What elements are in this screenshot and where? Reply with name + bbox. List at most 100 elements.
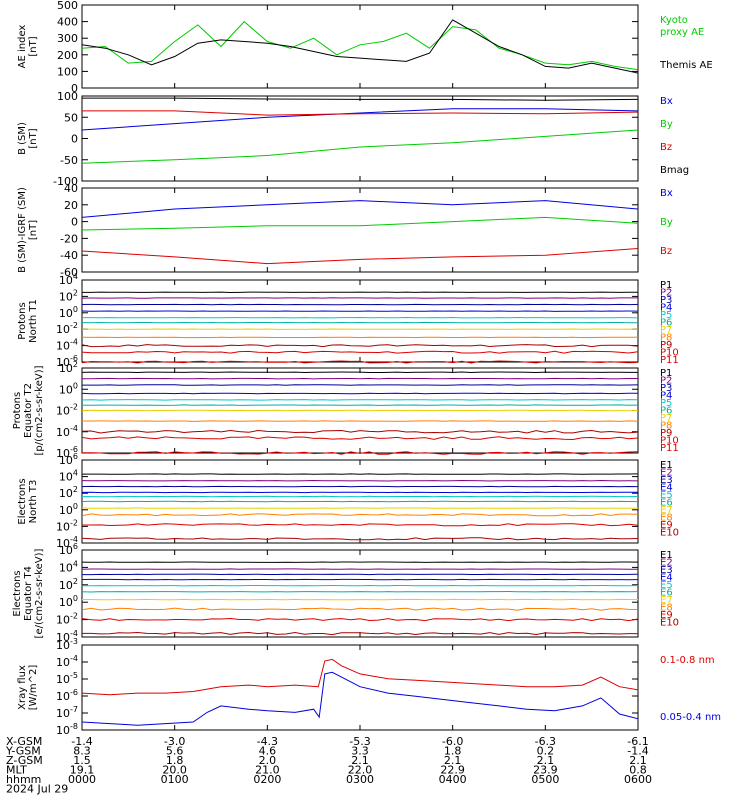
series-line: [81, 20, 639, 71]
footer-value: 0300: [346, 773, 374, 786]
footer-value: 0.8: [629, 764, 647, 777]
series-line: [82, 110, 639, 116]
y-tick-label: 10-4: [56, 654, 78, 669]
series-line: [81, 19, 639, 74]
legend-label: P2: [660, 288, 672, 299]
series-line: [82, 523, 639, 527]
y-tick-label: 10-7: [56, 705, 78, 720]
legend-label: Bx: [660, 188, 673, 199]
footer-value: 2.0: [259, 754, 277, 767]
legend-label: P10: [660, 348, 679, 359]
legend-label: P11: [660, 443, 679, 454]
y-tick-label: 50: [64, 111, 78, 124]
footer-value: 8.3: [73, 745, 91, 758]
footer-row-label: Z-GSM: [6, 754, 43, 767]
footer-value: 20.0: [162, 764, 187, 777]
series-line: [81, 344, 639, 348]
series-line: [81, 607, 639, 611]
series-line: [81, 371, 638, 374]
legend-label: Bx: [660, 96, 673, 107]
series-line: [81, 377, 638, 380]
y-tick-label: 40: [64, 182, 78, 195]
y-tick-label: 0: [71, 82, 78, 95]
axis-label: [p/(cm2-s-sr-keV)]: [34, 365, 45, 455]
y-tick-label: -60: [60, 266, 78, 279]
y-tick-label: 100: [59, 381, 78, 396]
axis-label: Equator T2: [23, 383, 34, 438]
legend-label: P9: [660, 428, 672, 439]
footer-value: -6.0: [442, 735, 463, 748]
y-tick-label: 100: [57, 90, 78, 103]
footer-value: -1.4: [627, 745, 648, 758]
legend-label: P5: [660, 398, 672, 409]
legend-label: P3: [660, 295, 672, 306]
y-tick-label: 20: [64, 199, 78, 212]
y-tick-label: 10-4: [56, 338, 78, 353]
legend-label: P8: [660, 333, 672, 344]
legend-label: E9: [660, 610, 673, 621]
footer-value: -3.0: [164, 735, 185, 748]
footer-value: -4.3: [257, 735, 278, 748]
legend-label: Kyoto proxy AE: [660, 15, 704, 38]
footer-value: 1.8: [166, 754, 184, 767]
panel-ae: 0 100 200 300 400 500 AE index [nT] Kyoto proxy A…: [17, 0, 713, 95]
legend-label: E4: [660, 573, 673, 584]
series-line: [81, 479, 639, 482]
legend-label: E4: [660, 483, 673, 494]
legend-label: E6: [660, 588, 673, 599]
legend-label: By: [660, 119, 673, 130]
axis-label: Electrons: [17, 478, 28, 524]
legend-label: Bz: [660, 246, 672, 257]
footer-value: 1.5: [73, 754, 91, 767]
legend-label: E1: [660, 550, 673, 561]
legend-label: P5: [660, 310, 672, 321]
plot-frame: [81, 4, 639, 89]
series-line: [81, 108, 639, 131]
y-tick-label: 10-2: [56, 403, 78, 418]
legend-label: 0.05-0.4 nm: [660, 712, 721, 723]
panel-xray: 10-8 10-7 10-6 10-5 10-4 10-3 Xray flux [W/m^2]…: [17, 637, 721, 737]
legend-label: P7: [660, 325, 672, 336]
y-tick-label: 102: [59, 577, 78, 592]
y-tick-label: 10-8: [56, 722, 78, 737]
y-tick-label: 102: [59, 360, 78, 375]
footer-value: 0100: [161, 773, 189, 786]
legend-label: E7: [660, 505, 673, 516]
series-line: [81, 429, 639, 434]
y-tick-label: 10-3: [56, 637, 78, 652]
series-line: [81, 360, 639, 364]
y-tick-label: 102: [59, 288, 78, 303]
footer: X-GSM -1.4 -3.0 -4.3 -5.3 -6.0 -6.3 -6.1 Y-GSM 8.…: [5, 735, 652, 796]
series-line: [81, 350, 639, 354]
series-line: [81, 399, 639, 401]
y-tick-label: 400: [57, 16, 78, 29]
footer-value: 3.3: [351, 745, 369, 758]
footer-value: 5.6: [166, 745, 184, 758]
axis-label: North T1: [28, 299, 39, 343]
panel-bigrf: -60 -40 -20 0 20 40 B (SM)-IGRF (SM) [nT] Bx By Bz: [17, 182, 673, 279]
y-tick-label: -50: [60, 154, 78, 167]
series-line: [82, 573, 639, 576]
y-tick-label: 104: [59, 272, 78, 287]
legend-label: E8: [660, 603, 673, 614]
legend-label: P4: [660, 391, 672, 402]
y-tick-label: 10-6: [56, 354, 78, 369]
legend-label: P6: [660, 406, 672, 417]
footer-value: 0600: [624, 773, 652, 786]
series-line: [81, 404, 639, 406]
series-line: [81, 436, 639, 441]
legend-label: E2: [660, 468, 673, 479]
y-tick-label: 500: [57, 0, 78, 12]
y-tick-label: 10-4: [56, 535, 78, 550]
footer-value: 2.1: [351, 754, 369, 767]
y-tick-label: 102: [59, 485, 78, 500]
axis-label: [nT]: [28, 36, 39, 56]
y-tick-label: 106: [59, 542, 78, 557]
footer-value: 22.0: [348, 764, 373, 777]
footer-value: 0000: [68, 773, 96, 786]
legend-label: E8: [660, 513, 673, 524]
footer-value: -6.3: [535, 735, 556, 748]
series-line: [82, 631, 639, 636]
footer-value: -6.1: [627, 735, 648, 748]
